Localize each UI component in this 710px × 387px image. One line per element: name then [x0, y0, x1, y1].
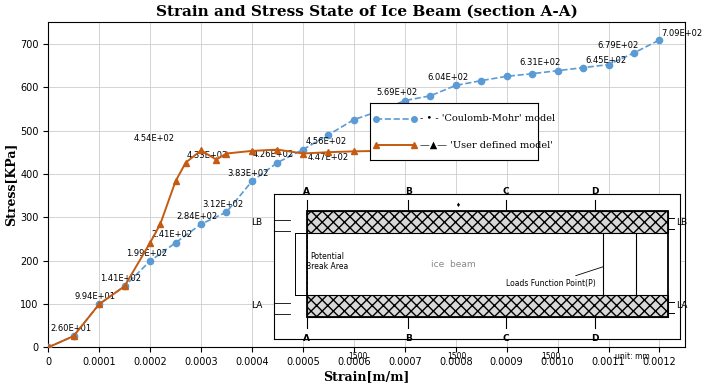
Text: 4.26E+02: 4.26E+02 [253, 150, 294, 159]
Title: Strain and Stress State of Ice Beam (section A-A): Strain and Stress State of Ice Beam (sec… [155, 4, 577, 18]
Text: 6.31E+02: 6.31E+02 [520, 58, 561, 67]
X-axis label: Strain[m/m]: Strain[m/m] [323, 370, 410, 383]
Text: 4.56E+02: 4.56E+02 [306, 137, 347, 146]
Text: 9.94E+01: 9.94E+01 [75, 292, 116, 301]
Text: 3.83E+02: 3.83E+02 [227, 169, 269, 178]
Text: 2.60E+01: 2.60E+01 [50, 324, 92, 332]
Text: 1.41E+02: 1.41E+02 [100, 274, 141, 283]
Text: 4.54E+02: 4.54E+02 [133, 134, 175, 143]
Y-axis label: Stress[KPa]: Stress[KPa] [4, 143, 17, 226]
Text: 4.47E+02: 4.47E+02 [308, 153, 349, 162]
Text: 6.45E+02: 6.45E+02 [585, 56, 626, 65]
Text: 5.69E+02: 5.69E+02 [377, 88, 418, 97]
Text: 3.12E+02: 3.12E+02 [202, 200, 243, 209]
Text: 2.84E+02: 2.84E+02 [177, 212, 218, 221]
Text: 7.09E+02: 7.09E+02 [662, 29, 703, 38]
Text: 6.79E+02: 6.79E+02 [597, 41, 638, 50]
Text: 6.04E+02: 6.04E+02 [427, 73, 469, 82]
Text: 4.33E+02: 4.33E+02 [187, 151, 228, 160]
Text: 2.41E+02: 2.41E+02 [151, 230, 192, 240]
Text: 1.99E+02: 1.99E+02 [126, 248, 167, 258]
